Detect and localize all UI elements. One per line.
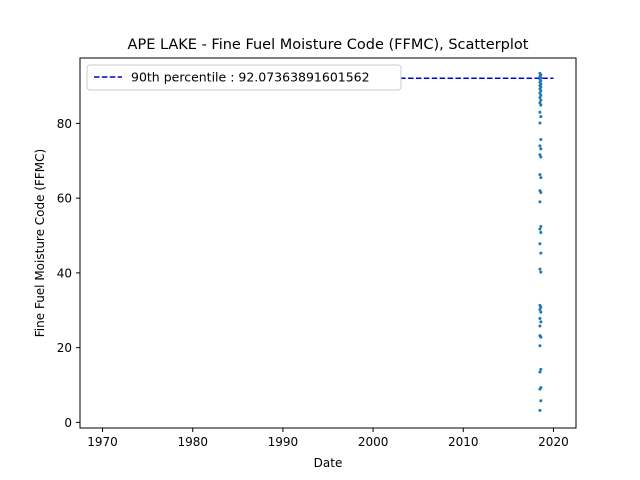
y-tick-label: 40 bbox=[57, 266, 72, 280]
data-point bbox=[539, 115, 543, 119]
data-point bbox=[538, 153, 542, 157]
data-point bbox=[538, 344, 542, 348]
data-point bbox=[539, 103, 543, 107]
data-point bbox=[538, 267, 542, 271]
data-point bbox=[539, 310, 543, 314]
data-point bbox=[538, 324, 542, 328]
data-point bbox=[538, 303, 542, 307]
y-tick-label: 80 bbox=[57, 117, 72, 131]
data-point bbox=[539, 176, 543, 180]
legend-label: 90th percentile : 92.07363891601562 bbox=[131, 70, 370, 85]
data-point bbox=[539, 270, 543, 274]
data-point bbox=[538, 110, 542, 114]
y-tick-label: 20 bbox=[57, 341, 72, 355]
x-tick-label: 2020 bbox=[538, 435, 569, 449]
x-tick-label: 1970 bbox=[87, 435, 118, 449]
data-point bbox=[538, 91, 542, 95]
data-point bbox=[538, 144, 542, 148]
legend: 90th percentile : 92.07363891601562 bbox=[86, 64, 402, 91]
x-tick-label: 1980 bbox=[177, 435, 208, 449]
y-axis-label: Fine Fuel Moisture Code (FFMC) bbox=[33, 149, 47, 337]
x-axis-label: Date bbox=[314, 456, 343, 470]
data-point bbox=[538, 308, 542, 312]
data-point bbox=[538, 370, 542, 374]
data-point bbox=[539, 147, 543, 151]
data-point bbox=[539, 231, 543, 235]
data-point bbox=[538, 200, 542, 204]
data-point bbox=[538, 242, 542, 246]
data-point bbox=[538, 189, 542, 193]
data-point bbox=[538, 227, 542, 231]
data-point bbox=[539, 155, 543, 159]
plot-frame bbox=[79, 57, 577, 429]
y-axis-ticks: 0 20 40 60 80 bbox=[57, 117, 80, 430]
data-point bbox=[538, 71, 542, 75]
y-tick-label: 60 bbox=[57, 192, 72, 206]
data-point bbox=[539, 251, 543, 255]
data-point bbox=[539, 137, 543, 141]
data-point bbox=[538, 316, 542, 320]
chart-title: APE LAKE - Fine Fuel Moisture Code (FFMC… bbox=[128, 37, 529, 53]
x-tick-label: 2000 bbox=[358, 435, 389, 449]
x-tick-label: 1990 bbox=[268, 435, 299, 449]
data-point bbox=[538, 173, 542, 177]
data-point bbox=[539, 225, 543, 229]
legend-box bbox=[86, 64, 402, 91]
plot-area bbox=[80, 58, 576, 428]
data-point bbox=[539, 367, 543, 371]
data-point bbox=[538, 101, 542, 105]
data-point bbox=[539, 386, 543, 390]
data-point bbox=[539, 320, 543, 324]
data-point bbox=[539, 93, 543, 97]
data-point bbox=[539, 399, 543, 403]
data-point bbox=[538, 96, 542, 100]
data-point bbox=[538, 121, 542, 125]
data-point bbox=[539, 98, 543, 102]
data-point bbox=[538, 334, 542, 338]
x-axis-ticks: 1970 1980 1990 2000 2010 2020 bbox=[87, 428, 569, 449]
x-tick-label: 2010 bbox=[448, 435, 479, 449]
y-tick-label: 0 bbox=[64, 416, 72, 430]
data-point bbox=[538, 408, 542, 412]
data-points bbox=[538, 71, 543, 412]
